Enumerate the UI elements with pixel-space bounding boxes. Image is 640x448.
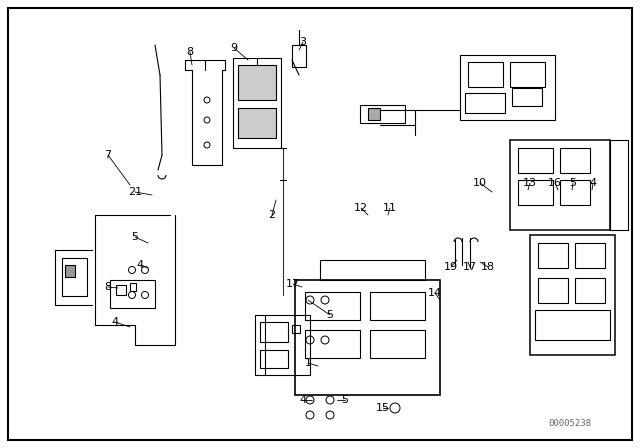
Bar (512, 88, 542, 106)
Text: 8: 8 (186, 47, 193, 57)
Bar (238, 108, 276, 138)
Bar (260, 350, 288, 368)
Bar (560, 148, 590, 173)
Bar (65, 265, 75, 277)
Bar (233, 58, 281, 148)
Bar (535, 310, 610, 340)
Bar (260, 322, 288, 342)
Bar (575, 278, 605, 303)
Bar (370, 330, 425, 358)
Bar (360, 105, 405, 123)
Bar (538, 243, 568, 268)
Text: 4: 4 (300, 395, 307, 405)
Text: 7: 7 (104, 150, 111, 160)
Bar (510, 62, 545, 87)
Text: 21: 21 (128, 187, 142, 197)
Bar (460, 55, 555, 120)
Bar (560, 180, 590, 205)
Bar (510, 140, 610, 230)
Bar (368, 108, 380, 120)
Bar (255, 315, 310, 375)
Bar (305, 330, 360, 358)
Text: 4: 4 (589, 178, 596, 188)
Text: 1: 1 (305, 358, 312, 368)
Text: 5: 5 (570, 178, 577, 188)
Bar (468, 62, 503, 87)
Bar (238, 65, 276, 100)
Text: 16: 16 (548, 178, 562, 188)
Bar (538, 278, 568, 303)
Text: 11: 11 (383, 203, 397, 213)
Bar (465, 93, 505, 113)
Text: 4: 4 (111, 317, 118, 327)
Text: 18: 18 (481, 262, 495, 272)
Bar (62, 258, 87, 296)
Text: 10: 10 (473, 178, 487, 188)
Text: 19: 19 (444, 262, 458, 272)
Bar (530, 235, 615, 355)
Bar (575, 243, 605, 268)
Text: 4: 4 (136, 260, 143, 270)
Text: 5: 5 (342, 395, 349, 405)
Bar (292, 325, 300, 333)
Text: 12: 12 (354, 203, 368, 213)
Text: 17: 17 (286, 279, 300, 289)
Text: 8: 8 (104, 282, 111, 292)
Bar (518, 180, 553, 205)
Text: 13: 13 (523, 178, 537, 188)
Text: 2: 2 (268, 210, 276, 220)
Bar (110, 280, 155, 308)
Bar (130, 283, 136, 291)
Bar (116, 285, 126, 295)
Bar (320, 260, 425, 280)
Text: 5: 5 (131, 232, 138, 242)
Text: 9: 9 (230, 43, 237, 53)
Text: 17: 17 (463, 262, 477, 272)
Text: 00005238: 00005238 (548, 418, 591, 427)
Text: 14: 14 (428, 288, 442, 298)
Bar (305, 292, 360, 320)
Bar (370, 292, 425, 320)
Bar (292, 45, 306, 67)
Text: 5: 5 (326, 310, 333, 320)
Text: 3: 3 (300, 37, 307, 47)
Text: 15: 15 (376, 403, 390, 413)
Bar (295, 280, 440, 395)
Bar (518, 148, 553, 173)
